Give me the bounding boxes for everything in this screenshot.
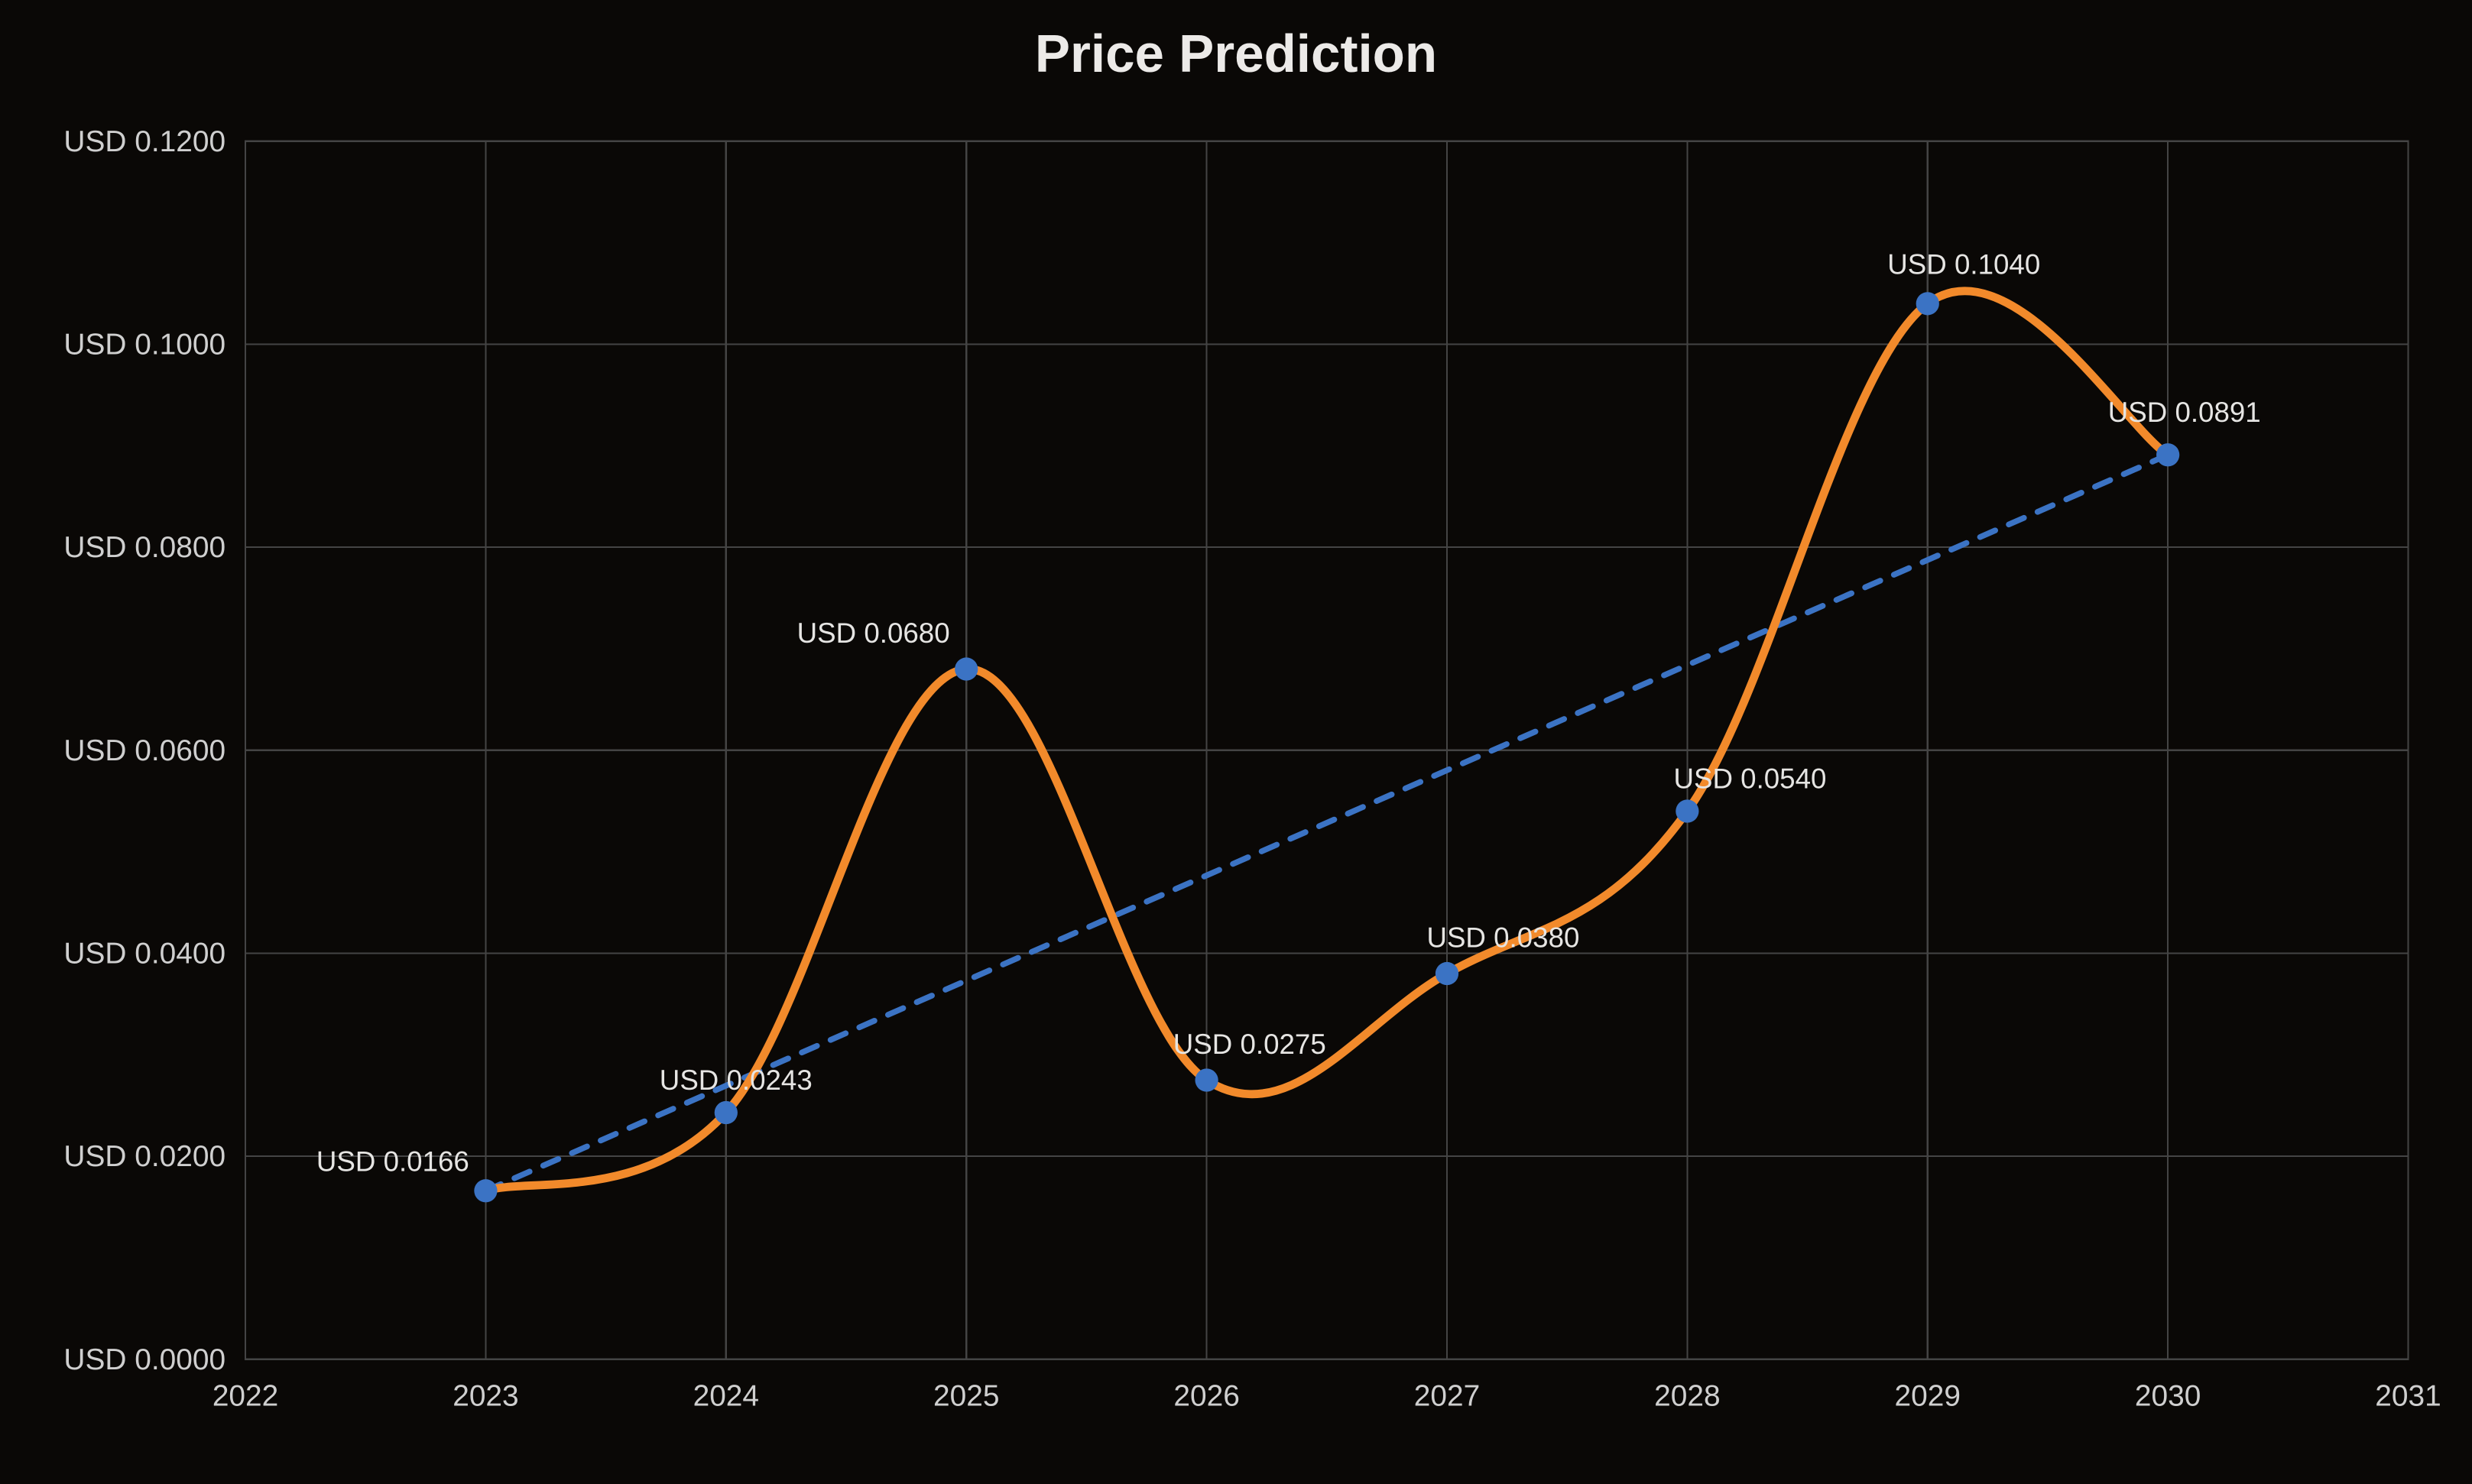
y-tick-label: USD 0.0600 [63,734,225,767]
data-label: USD 0.0243 [660,1064,813,1096]
y-tick-label: USD 0.0400 [63,937,225,970]
data-marker [955,657,978,680]
x-tick-label: 2022 [212,1379,278,1412]
data-marker [1916,292,1939,315]
data-label: USD 0.0540 [1673,763,1826,794]
x-tick-label: 2026 [1173,1379,1239,1412]
data-label: USD 0.1040 [1887,248,2040,280]
y-tick-label: USD 0.0200 [63,1140,225,1173]
data-label: USD 0.0380 [1426,922,1579,953]
x-tick-label: 2025 [933,1379,999,1412]
data-label: USD 0.0680 [797,617,950,649]
x-tick-label: 2027 [1414,1379,1480,1412]
chart-bg [15,9,2458,1475]
chart-container: Price Prediction USD 0.0000 USD 0.0200 USD … [0,0,2472,1484]
data-marker [474,1179,497,1202]
y-tick-label: USD 0.1200 [63,125,225,158]
x-tick-label: 2024 [693,1379,759,1412]
x-tick-label: 2028 [1654,1379,1720,1412]
y-tick-label: USD 0.0000 [63,1343,225,1376]
x-tick-label: 2031 [2375,1379,2441,1412]
y-tick-label: USD 0.0800 [63,531,225,564]
data-marker [1195,1068,1218,1091]
x-tick-label: 2029 [1895,1379,1961,1412]
y-tick-label: USD 0.1000 [63,328,225,361]
data-marker [2156,443,2179,466]
price-prediction-chart: Price Prediction USD 0.0000 USD 0.0200 USD … [9,9,2463,1475]
x-tick-label: 2030 [2135,1379,2201,1412]
data-label: USD 0.0275 [1173,1029,1326,1060]
x-tick-label: 2023 [453,1379,518,1412]
data-marker [1676,799,1698,822]
data-label: USD 0.0166 [316,1145,469,1177]
data-marker [715,1101,738,1124]
chart-title: Price Prediction [1035,24,1437,83]
data-label: USD 0.0891 [2108,397,2261,428]
data-marker [1436,962,1458,985]
